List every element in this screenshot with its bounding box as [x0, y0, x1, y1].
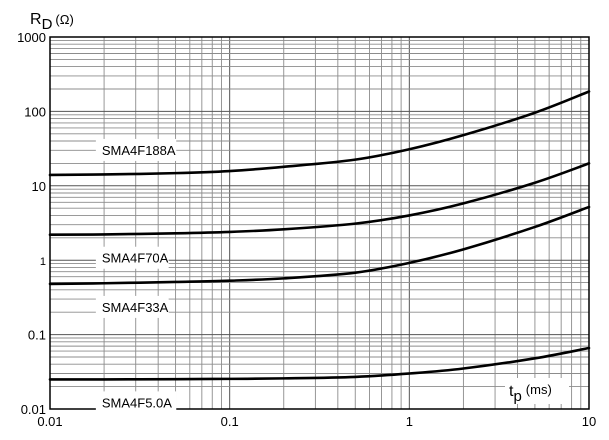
plot-frame: [49, 36, 590, 410]
y-axis-label-unit: (Ω): [55, 12, 73, 27]
y-axis-label-main: R: [30, 11, 42, 28]
x-axis-label-main: t: [509, 383, 514, 400]
y-tick-label: 0.01: [21, 402, 46, 417]
series-label: SMA4F5.0A: [102, 395, 172, 410]
y-axis-label: RD (Ω): [30, 11, 74, 33]
y-tick-label: 100: [24, 104, 46, 119]
y-tick-label: 10: [32, 179, 46, 194]
series-line-sma4f188a: [48, 90, 591, 177]
x-axis-label-unit: (ms): [526, 382, 552, 397]
series-label-layer: SMA4F188A SMA4F70A SMA4F33A SMA4F5.0A: [95, 138, 177, 414]
x-axis-label-sub: p: [513, 388, 521, 405]
curve-layer: [48, 90, 591, 381]
x-axis-label: tp (ms): [509, 382, 552, 405]
series-label: SMA4F70A: [102, 251, 169, 266]
x-tick-label: 1: [406, 414, 413, 429]
y-tick-label: 1000: [17, 30, 46, 45]
series-label: SMA4F188A: [102, 143, 176, 158]
series-line-sma4f5-0a: [48, 346, 591, 381]
series-label: SMA4F33A: [102, 300, 169, 315]
series-label-bg: [95, 246, 169, 269]
series-label-bg: [95, 391, 177, 414]
y-axis-label-sub: D: [42, 16, 53, 33]
series-line-sma4f70a: [48, 162, 591, 237]
series-label-bg: [95, 295, 169, 318]
y-tick-label: 1: [40, 256, 46, 268]
series-line-sma4f33a: [48, 205, 591, 286]
tick-label-layer: 0.01 0.1 1 10 0.01 0.1 1 10 100 1000: [17, 30, 596, 429]
grid-layer: [49, 37, 589, 410]
x-tick-label: 0.1: [221, 414, 239, 429]
x-tick-label: 10: [582, 414, 596, 429]
y-tick-label: 0.1: [28, 328, 46, 343]
series-label-bg: [95, 138, 177, 161]
x-axis-label-bg: [505, 378, 569, 404]
x-tick-label: 0.01: [37, 414, 62, 429]
